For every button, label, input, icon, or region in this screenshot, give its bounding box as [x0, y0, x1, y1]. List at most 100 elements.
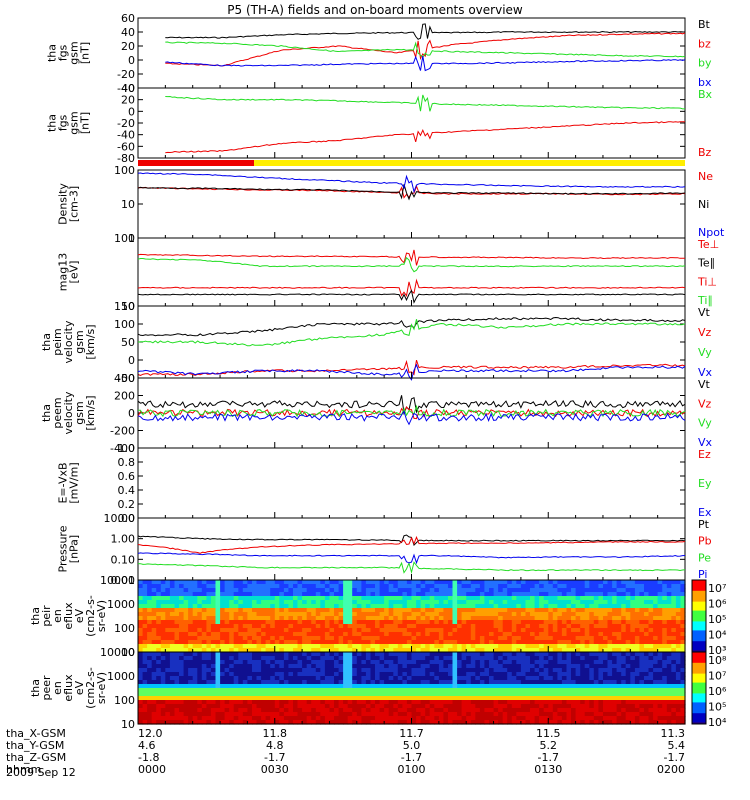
colorbar-tick-label: 10⁷ [708, 670, 726, 683]
series-line-bx [165, 55, 686, 72]
colorbar-segment [692, 684, 706, 687]
y-axis-label: peem [51, 397, 64, 428]
colorbar-segment [692, 720, 706, 723]
series-line-Te∥ [137, 289, 686, 304]
mode-bar-slow [138, 160, 254, 166]
colorbar-segment [692, 666, 706, 669]
colorbar-segment [692, 657, 706, 660]
y-tick-label: 60 [121, 12, 135, 25]
y-axis-label: en [51, 609, 64, 623]
y-axis-label: Pressure [57, 525, 70, 572]
colorbar-segment [692, 682, 706, 685]
colorbar-segment [692, 680, 706, 684]
colorbar-segment [692, 632, 706, 635]
series-line-Vy [137, 404, 686, 418]
x-axis-row-label: hhmm [6, 763, 41, 776]
legend-entry: Vt [698, 306, 711, 319]
colorbar-segment [692, 691, 706, 694]
colorbar-segment [692, 677, 706, 680]
colorbar-segment [692, 670, 706, 673]
y-tick-label: 100 [114, 318, 135, 331]
legend-entry: Te⊥ [697, 238, 719, 251]
colorbar-segment [692, 668, 706, 671]
colorbar-segment [692, 671, 706, 675]
y-tick-label: 0 [128, 105, 135, 118]
y-axis-label: [mV/m] [68, 462, 81, 503]
y-tick-label: 0.0 [118, 512, 136, 525]
y-tick-label: 10000 [100, 574, 135, 587]
y-tick-label: -20 [117, 117, 135, 130]
y-tick-label: 100 [114, 232, 135, 245]
y-axis-label: velocity [62, 391, 75, 434]
colorbar-segment [692, 641, 706, 644]
colorbar-segment [692, 625, 706, 628]
x-axis-row-label: tha_X-GSM [6, 727, 66, 740]
y-axis-label: gsm [73, 330, 86, 353]
colorbar-segment [692, 614, 706, 617]
colorbar-segment [692, 697, 706, 700]
y-axis-label: mag13 [57, 253, 70, 291]
legend-entry: Ne [698, 170, 713, 183]
y-tick-label: 40 [121, 26, 135, 39]
colorbar-segment [692, 603, 706, 606]
y-tick-label: 50 [121, 336, 135, 349]
colorbar-segment [692, 679, 706, 682]
legend-entry: Pb [698, 535, 712, 548]
y-tick-label: 100 [114, 622, 135, 635]
colorbar-segment [692, 716, 706, 720]
x-axis-value: 5.0 [403, 739, 421, 752]
colorbar-segment [692, 585, 706, 588]
y-tick-label: 1.00 [111, 533, 136, 546]
colorbar-segment [692, 612, 706, 615]
x-axis-value: 4.8 [266, 739, 284, 752]
series-line-Ni [137, 184, 686, 201]
colorbar-segment [692, 607, 706, 610]
colorbar-segment [692, 648, 706, 651]
colorbar-segment [692, 661, 706, 664]
y-axis-label: eflux [62, 602, 75, 630]
legend-entry: Te∥ [697, 257, 715, 270]
y-axis-label: [km/s] [84, 395, 97, 430]
y-tick-label: 1000 [107, 598, 135, 611]
x-axis-value: -1.7 [664, 751, 685, 764]
y-tick-label: 1000 [107, 670, 135, 683]
y-tick-label: 10 [121, 300, 135, 313]
colorbar-segment [692, 630, 706, 633]
colorbar-segment [692, 707, 706, 711]
legend-entry: Vz [698, 326, 712, 339]
x-axis-value: 5.4 [668, 739, 686, 752]
panel-frame [137, 377, 686, 449]
colorbar-segment [692, 619, 706, 622]
colorbar-segment [692, 628, 706, 631]
legend-entry: Ex [698, 506, 712, 519]
colorbar-tick-label: 10⁴ [708, 716, 727, 729]
y-axis-label: tha [40, 333, 53, 351]
series-line-Pi [137, 552, 686, 565]
x-axis-row-label: tha_Y-GSM [6, 739, 64, 752]
legend-entry: Bz [698, 146, 712, 159]
y-tick-label: 0.01 [111, 574, 136, 587]
colorbar-tick-label: 10⁶ [708, 598, 727, 611]
colorbar-tick-label: 10⁵ [708, 701, 726, 714]
series-line-Vt [137, 395, 686, 416]
y-axis-label: peir [40, 605, 53, 627]
series-line-Ti⊥ [137, 249, 685, 266]
y-tick-label: 0.2 [118, 498, 136, 511]
y-axis-label: fgs [57, 44, 70, 61]
y-axis-label: [nT] [79, 42, 92, 64]
x-axis-value: 0200 [657, 763, 685, 776]
y-tick-label: 1 [128, 232, 135, 245]
x-axis-value: 11.3 [661, 727, 686, 740]
colorbar-segment [692, 706, 706, 709]
series-line-Pt [137, 534, 686, 547]
x-axis-value: -1.7 [538, 751, 559, 764]
y-tick-label: 20 [121, 40, 135, 53]
y-axis-label: sr-eV) [95, 672, 108, 704]
legend-entry: Vy [698, 417, 712, 430]
colorbar-segment [692, 675, 706, 678]
y-axis-label: tha [46, 44, 59, 62]
legend-entry: Ey [698, 477, 712, 490]
colorbar-segment [692, 598, 706, 601]
y-axis-label: tha [29, 679, 42, 697]
x-axis-value: 11.8 [263, 727, 288, 740]
